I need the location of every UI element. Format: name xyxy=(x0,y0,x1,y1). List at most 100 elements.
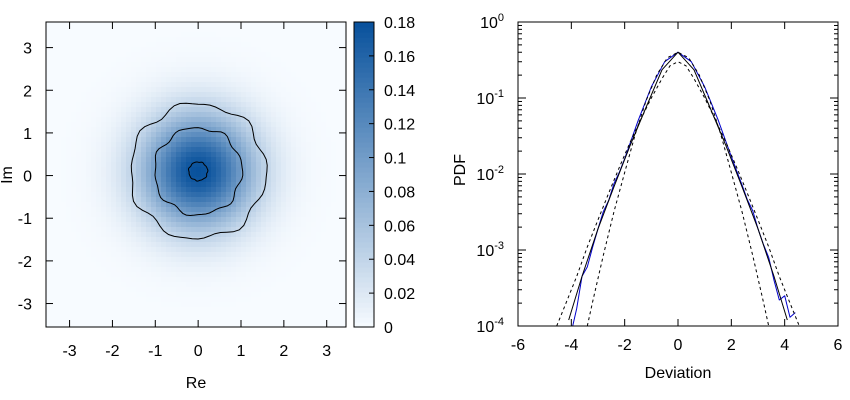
heatmap-cell xyxy=(206,247,212,253)
heatmap-cell xyxy=(176,152,182,158)
heatmap-cell xyxy=(46,207,52,213)
heatmap-cell xyxy=(341,37,346,43)
heatmap-cell xyxy=(321,37,327,43)
heatmap-cell xyxy=(161,272,167,278)
heatmap-cell xyxy=(256,202,262,208)
heatmap-cell xyxy=(96,287,102,293)
heatmap-cell xyxy=(241,282,247,288)
heatmap-cell xyxy=(286,22,292,28)
heatmap-cell xyxy=(261,307,267,313)
heatmap-cell xyxy=(46,137,52,143)
heatmap-cell xyxy=(126,22,132,28)
heatmap-cell xyxy=(181,177,187,183)
heatmap-cell xyxy=(226,197,232,203)
heatmap-cell xyxy=(216,187,222,193)
heatmap-cell xyxy=(181,67,187,73)
heatmap-cell xyxy=(321,187,327,193)
heatmap-cell xyxy=(161,292,167,298)
heatmap-cell xyxy=(316,227,322,233)
heatmap-cell xyxy=(221,317,227,323)
heatmap-cell xyxy=(216,307,222,313)
heatmap-cell xyxy=(301,282,307,288)
heatmap-cell xyxy=(291,57,297,63)
heatmap-cell xyxy=(186,92,192,98)
heatmap-cell xyxy=(211,97,217,103)
heatmap-x-axis: -3 -2 -1 0 1 2 3 xyxy=(62,22,331,360)
heatmap-cell xyxy=(296,302,302,308)
heatmap-cell xyxy=(306,222,312,228)
heatmap-cell xyxy=(276,157,282,163)
heatmap-cell xyxy=(96,177,102,183)
heatmap-cell xyxy=(151,97,157,103)
heatmap-cell xyxy=(46,242,52,248)
heatmap-cell xyxy=(206,292,212,298)
heatmap-cell xyxy=(226,82,232,88)
heatmap-cell xyxy=(111,297,117,303)
colorbar-band xyxy=(354,187,374,193)
heatmap-cell xyxy=(166,37,172,43)
heatmap-cell xyxy=(261,247,267,253)
heatmap-cell xyxy=(226,262,232,268)
heatmap-cell xyxy=(231,182,237,188)
heatmap-cell xyxy=(51,122,57,128)
heatmap-cell xyxy=(296,117,302,123)
heatmap-cell xyxy=(51,262,57,268)
heatmap-cell xyxy=(71,52,77,58)
heatmap-cell xyxy=(231,117,237,123)
heatmap-cell xyxy=(191,282,197,288)
heatmap-cell xyxy=(246,307,252,313)
heatmap-cell xyxy=(216,212,222,218)
heatmap-cell xyxy=(91,322,97,327)
heatmap-cell xyxy=(146,207,152,213)
heatmap-cell xyxy=(291,217,297,223)
colorbar-band xyxy=(354,57,374,63)
heatmap-cell xyxy=(126,242,132,248)
colorbar-ticks: 00.020.040.060.080.10.120.140.160.18 xyxy=(369,15,415,337)
heatmap-cell xyxy=(286,137,292,143)
heatmap-cell xyxy=(181,92,187,98)
heatmap-cell xyxy=(201,207,207,213)
heatmap-cell xyxy=(226,32,232,38)
heatmap-cell xyxy=(61,287,67,293)
heatmap-cell xyxy=(251,257,257,263)
heatmap-cell xyxy=(296,72,302,78)
heatmap-cell xyxy=(81,177,87,183)
heatmap-cell xyxy=(276,47,282,53)
heatmap-cell xyxy=(61,52,67,58)
heatmap-cell xyxy=(326,317,332,323)
heatmap-cell xyxy=(76,197,82,203)
heatmap-cell xyxy=(341,67,346,73)
heatmap-cell xyxy=(151,242,157,248)
heatmap-cell xyxy=(121,277,127,283)
heatmap-cell xyxy=(51,227,57,233)
heatmap-cell xyxy=(136,52,142,58)
heatmap-cell xyxy=(121,212,127,218)
heatmap-cell xyxy=(191,297,197,303)
heatmap-cell xyxy=(196,252,202,258)
heatmap-cell xyxy=(261,82,267,88)
heatmap-cell xyxy=(176,252,182,258)
heatmap-cell xyxy=(61,307,67,313)
heatmap-cell xyxy=(131,127,137,133)
heatmap-cell xyxy=(286,307,292,313)
heatmap-cell xyxy=(101,72,107,78)
heatmap-cell xyxy=(141,87,147,93)
heatmap-cell xyxy=(76,142,82,148)
heatmap-cell xyxy=(166,197,172,203)
heatmap-cell xyxy=(211,232,217,238)
heatmap-cell xyxy=(96,317,102,323)
heatmap-cell xyxy=(101,232,107,238)
heatmap-cell xyxy=(101,142,107,148)
heatmap-cell xyxy=(341,107,346,113)
heatmap-cell xyxy=(281,202,287,208)
heatmap-cell xyxy=(211,167,217,173)
heatmap-cell xyxy=(221,237,227,243)
heatmap-cell xyxy=(101,257,107,263)
heatmap-cell xyxy=(221,287,227,293)
heatmap-cell xyxy=(201,242,207,248)
heatmap-cell xyxy=(96,122,102,128)
heatmap-cell xyxy=(146,37,152,43)
heatmap-cell xyxy=(226,292,232,298)
heatmap-cell xyxy=(61,22,67,28)
heatmap-cell xyxy=(231,202,237,208)
